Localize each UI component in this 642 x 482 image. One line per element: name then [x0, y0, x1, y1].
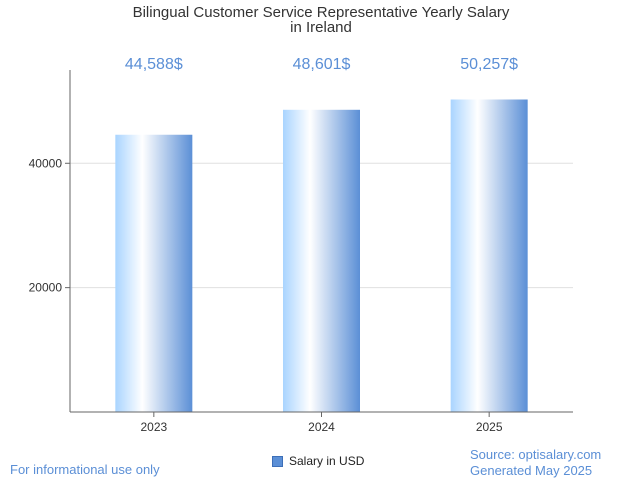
bar-2025: [450, 99, 528, 413]
source-block: Source: optisalary.com Generated May 202…: [470, 447, 601, 479]
y-tick-label: 40000: [29, 156, 63, 170]
legend-label: Salary in USD: [289, 454, 365, 468]
x-tick-label-2024: 2024: [308, 420, 335, 434]
chart-title-line-1: Bilingual Customer Service Representativ…: [133, 4, 510, 21]
y-tick-label: 20000: [29, 281, 63, 295]
legend-swatch: [272, 455, 283, 467]
disclaimer-text: For informational use only: [10, 462, 160, 477]
bar-2023: [115, 134, 193, 412]
generated-text: Generated May 2025: [470, 463, 593, 478]
data-label-2025: 50,257$: [460, 56, 518, 73]
data-label-2023: 44,588$: [125, 56, 183, 73]
x-tick-label-2023: 2023: [140, 420, 167, 434]
bar-2024: [283, 109, 360, 412]
legend: Salary in USD: [272, 454, 364, 468]
chart-title-line-2: in Ireland: [290, 19, 352, 36]
source-text: Source: optisalary.com: [470, 447, 602, 462]
x-tick-label-2025: 2025: [476, 420, 503, 434]
data-label-2024: 48,601$: [293, 56, 351, 73]
